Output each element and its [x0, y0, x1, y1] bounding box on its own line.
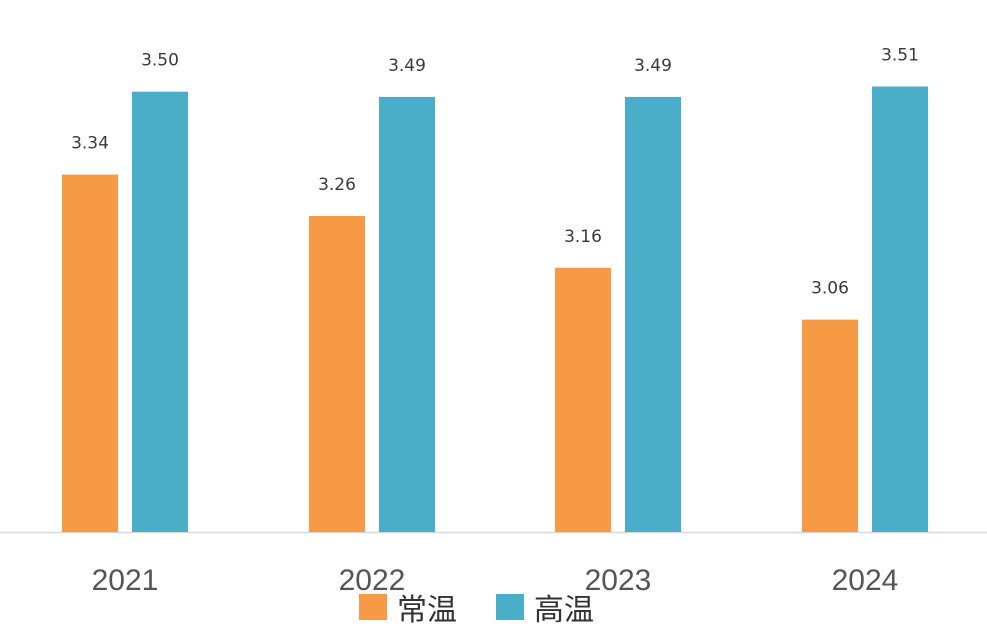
bar-2023-series-2: [625, 96, 681, 532]
bar-2022-series-2: [379, 96, 435, 532]
data-label-2024-series-1: 3.06: [811, 279, 849, 299]
x-tick-label-2024: 2024: [832, 564, 899, 597]
data-label-2022-series-2: 3.49: [388, 56, 426, 76]
x-tick-label-2023: 2023: [585, 564, 652, 597]
x-tick-labels-group: 2021 2022 2023 2024: [92, 564, 899, 597]
bar-2021-series-1: [62, 174, 118, 532]
bars-group: [62, 86, 928, 533]
data-label-2024-series-2: 3.51: [881, 46, 919, 66]
data-label-2022-series-1: 3.26: [318, 175, 356, 195]
bar-2024-series-1: [802, 319, 858, 532]
bar-2021-series-2: [132, 91, 188, 532]
x-tick-label-2022: 2022: [339, 564, 406, 597]
bar-2023-series-1: [555, 267, 611, 532]
data-labels-group: 3.34 3.50 3.26 3.49 3.16 3.49 3.06 3.51: [71, 46, 919, 299]
legend-label-series-2: 高温: [534, 593, 594, 628]
data-label-2023-series-2: 3.49: [634, 56, 672, 76]
data-label-2021-series-1: 3.34: [71, 134, 109, 154]
bar-2022-series-1: [309, 216, 365, 532]
legend: 常温 高温: [359, 593, 594, 628]
legend-label-series-1: 常温: [397, 593, 457, 628]
legend-swatch-series-2: [496, 594, 524, 620]
data-label-2023-series-1: 3.16: [564, 227, 602, 247]
data-label-2021-series-2: 3.50: [141, 51, 179, 71]
x-tick-label-2021: 2021: [92, 564, 159, 597]
bar-2024-series-2: [872, 86, 928, 533]
legend-swatch-series-1: [359, 594, 387, 620]
